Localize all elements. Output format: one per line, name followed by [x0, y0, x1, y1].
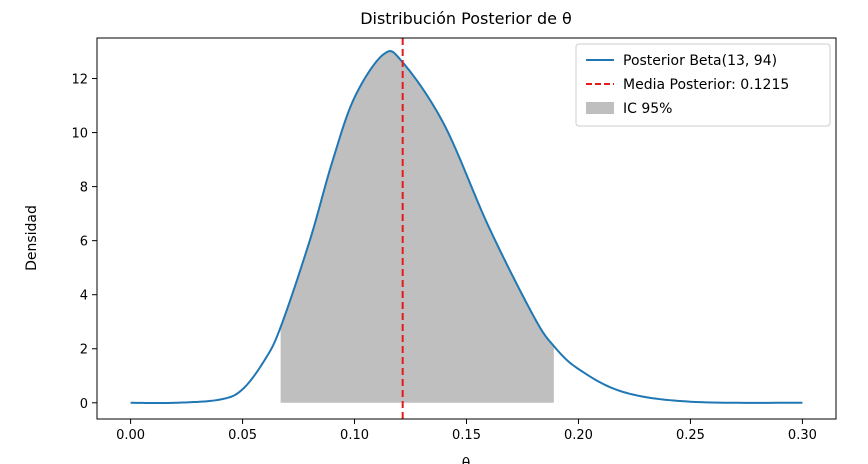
legend-label: Media Posterior: 0.1215 [623, 77, 789, 93]
x-tick-label: 0.20 [564, 428, 593, 443]
legend-label: Posterior Beta(13, 94) [623, 53, 777, 69]
x-tick-label: 0.15 [452, 428, 481, 443]
chart-title: Distribución Posterior de θ [360, 9, 572, 28]
x-tick-label: 0.05 [228, 428, 257, 443]
y-tick-label: 6 [80, 235, 88, 250]
y-tick-label: 0 [80, 397, 88, 412]
posterior-density-line [130, 50, 803, 405]
credible-interval-band [280, 51, 554, 403]
y-tick-label: 8 [80, 181, 88, 196]
x-tick-label: 0.30 [788, 428, 817, 443]
x-tick-label: 0.10 [340, 428, 369, 443]
x-tick-label: 0.25 [676, 428, 705, 443]
y-tick-label: 10 [71, 127, 88, 142]
y-axis-label: Densidad [24, 205, 40, 271]
y-tick-label: 2 [80, 343, 88, 358]
legend-box [575, 43, 831, 127]
legend: Posterior Beta(13, 94) Media Posterior: 0… [575, 43, 831, 127]
legend-label: IC 95% [623, 101, 672, 117]
x-axis-label: θ [462, 456, 471, 464]
y-tick-label: 4 [80, 289, 88, 304]
x-tick-label: 0.00 [116, 428, 145, 443]
plot-area: 0.00 0.05 0.10 0.15 0.20 0.25 0.30 0 2 4 6 8 10 12 [71, 37, 837, 443]
legend-band-swatch [586, 102, 614, 114]
y-tick-label: 12 [71, 73, 88, 88]
